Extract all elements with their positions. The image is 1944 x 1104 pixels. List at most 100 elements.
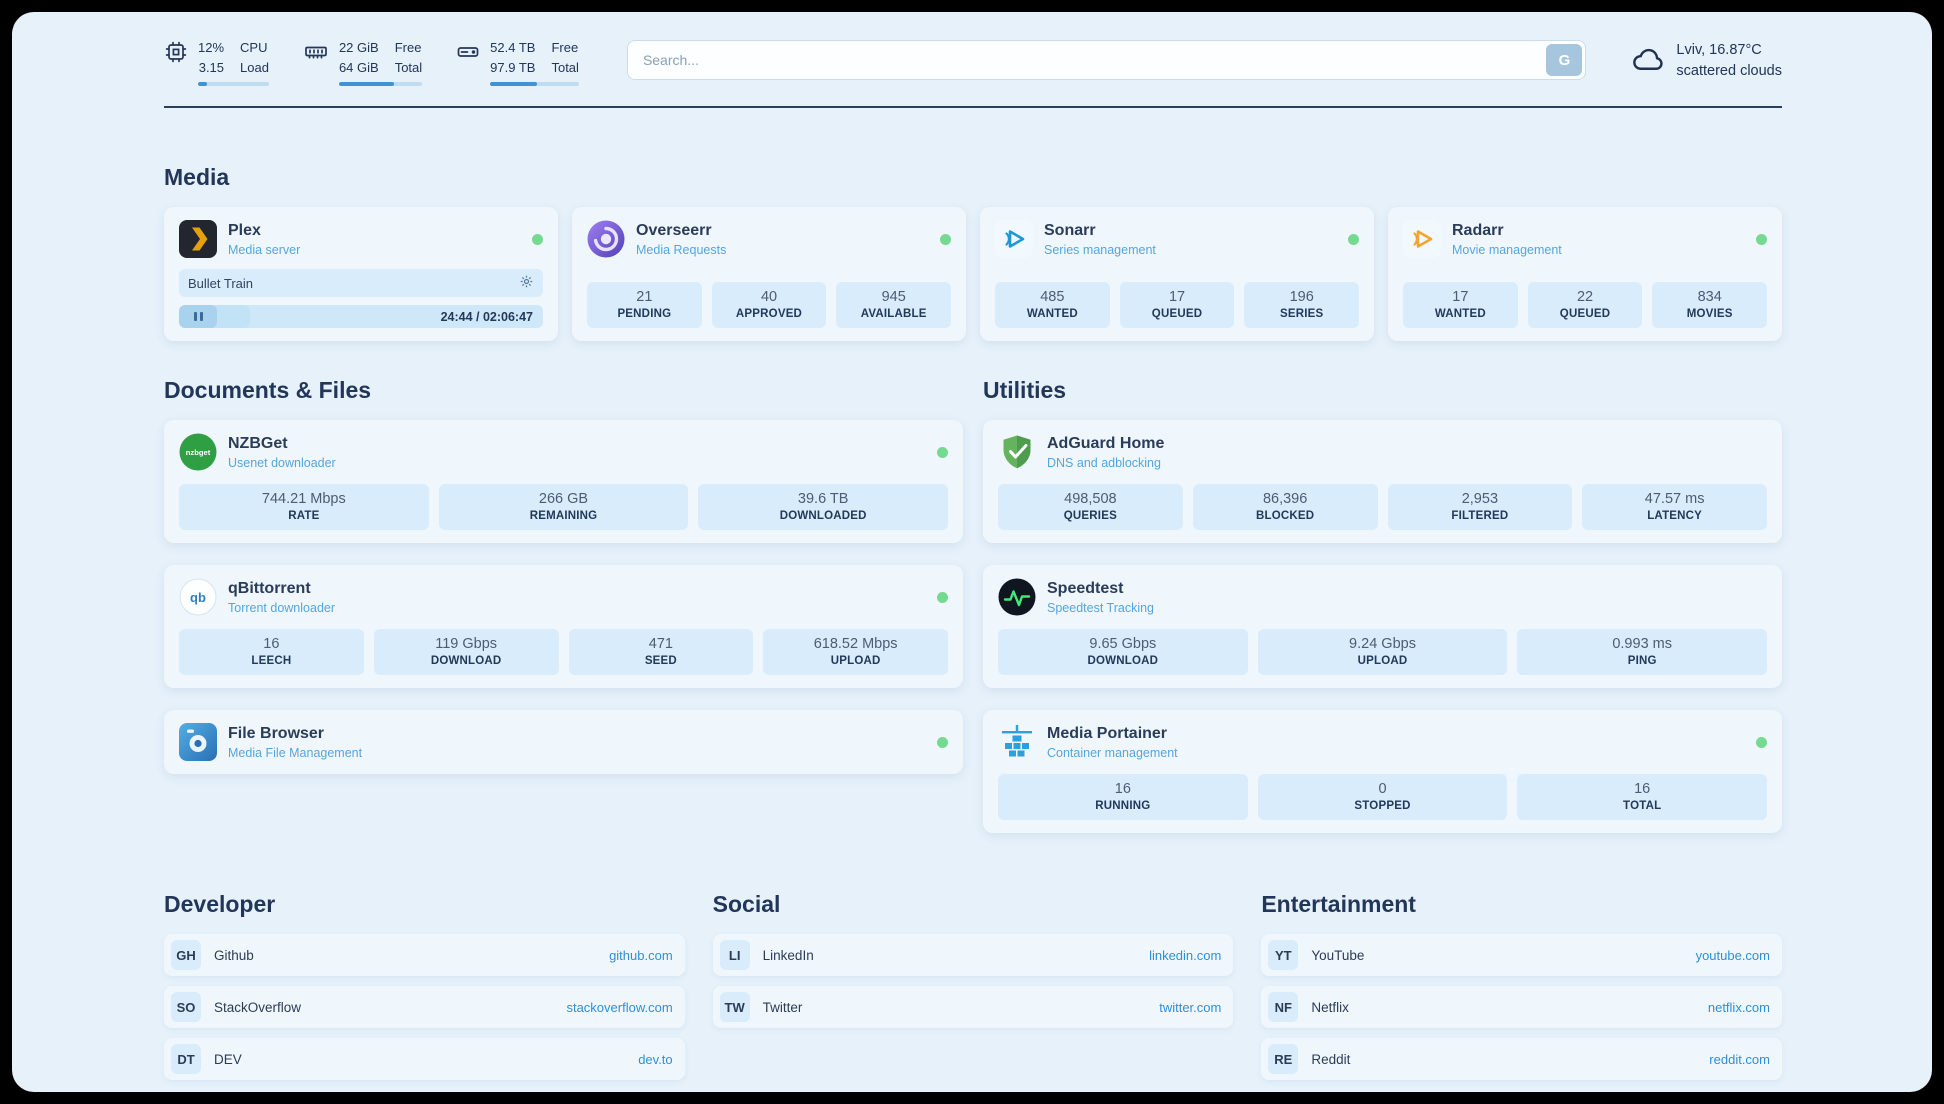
stat-value: 9.24 Gbps	[1349, 636, 1416, 652]
qbittorrent-card[interactable]: qb qBittorrent Torrent downloader 16 LEEC…	[164, 565, 963, 688]
app-subtitle: Media server	[228, 242, 301, 257]
app-name: NZBGet	[228, 434, 288, 452]
netflix-icon: NF	[1268, 992, 1299, 1022]
search-engine-button[interactable]: G	[1546, 44, 1583, 76]
svg-text:qb: qb	[190, 590, 206, 605]
stat-box: 16 RUNNING	[998, 774, 1248, 820]
bookmark-dev[interactable]: DT DEV dev.to	[164, 1038, 685, 1080]
app-subtitle: Torrent downloader	[228, 600, 336, 615]
bookmark-url[interactable]: stackoverflow.com	[566, 999, 673, 1015]
app-name: Speedtest	[1047, 579, 1124, 597]
app-name: Sonarr	[1044, 221, 1096, 239]
bookmark-twitter[interactable]: TW Twitter twitter.com	[712, 986, 1234, 1028]
stat-box: 119 Gbps DOWNLOAD	[373, 629, 559, 675]
app-subtitle: Movie management	[1452, 242, 1562, 257]
bookmark-url[interactable]: linkedin.com	[1149, 947, 1222, 963]
bookmark-name: DEV	[214, 1051, 242, 1067]
stat-label: DOWNLOADED	[779, 510, 867, 522]
cpu-widget: 12% 3.15 CPU Load	[164, 38, 269, 86]
plex-icon	[179, 220, 217, 258]
stat-label: UPLOAD	[830, 655, 881, 667]
plex-card[interactable]: Plex Media server Bullet Train	[164, 207, 558, 341]
stats-row: 485 WANTED 17 QUEUED 196 SERIES	[995, 282, 1360, 328]
bookmark-reddit[interactable]: RE Reddit reddit.com	[1261, 1038, 1782, 1080]
speedtest-icon	[998, 578, 1036, 616]
stat-box: 744.21 Mbps RATE	[179, 484, 429, 530]
ram-free-value: 22 GiB	[338, 40, 379, 55]
stat-label: AVAILABLE	[860, 308, 927, 320]
adguard-card[interactable]: AdGuard Home DNS and adblocking 498,508 Q…	[983, 420, 1782, 543]
twitter-icon: TW	[719, 992, 750, 1022]
bookmark-github[interactable]: GH Github github.com	[164, 934, 685, 976]
filebrowser-card[interactable]: File Browser Media File Management	[164, 710, 963, 774]
disk-progress-bar	[490, 82, 579, 86]
stat-box: 9.65 Gbps DOWNLOAD	[998, 629, 1248, 675]
stat-box: 618.52 Mbps UPLOAD	[763, 629, 948, 675]
stat-value: 39.6 TB	[797, 491, 849, 507]
radarr-icon	[1403, 220, 1441, 258]
bookmark-name: Netflix	[1311, 999, 1349, 1015]
bookmark-url[interactable]: youtube.com	[1695, 947, 1770, 963]
stat-value: 22	[1576, 289, 1594, 305]
app-subtitle: Media Requests	[636, 242, 727, 257]
bookmark-url[interactable]: github.com	[609, 947, 673, 963]
bookmark-url[interactable]: dev.to	[638, 1051, 673, 1067]
stat-box: 266 GB REMAINING	[438, 484, 689, 530]
portainer-card[interactable]: Media Portainer Container management 16 R…	[983, 710, 1782, 833]
disk-total-label: Total	[551, 59, 579, 75]
app-name: Overseerr	[636, 221, 712, 239]
bookmark-name: Github	[214, 947, 254, 963]
overseerr-card[interactable]: Overseerr Media Requests 21 PENDING 40 APP…	[572, 207, 966, 341]
radarr-card[interactable]: Radarr Movie management 17 WANTED 22 QUEUE…	[1388, 207, 1782, 341]
playback-time: 24:44 / 02:06:47	[440, 309, 533, 324]
speedtest-card[interactable]: Speedtest Speedtest Tracking 9.65 Gbps DO…	[983, 565, 1782, 688]
pause-button[interactable]	[179, 305, 217, 328]
bookmark-youtube[interactable]: YT YouTube youtube.com	[1261, 934, 1782, 976]
stat-value: 17	[1168, 289, 1186, 305]
stat-box: 86,396 BLOCKED	[1192, 484, 1378, 530]
weather-condition: scattered clouds	[1676, 63, 1782, 80]
status-dot-online	[937, 446, 948, 458]
ram-widget: 22 GiB 64 GiB Free Total	[303, 38, 423, 86]
section-title-social: Social	[712, 891, 781, 917]
section-social: Social LI LinkedIn linkedin.com TW Twitt…	[712, 891, 1234, 1080]
stat-label: PING	[1627, 655, 1657, 667]
bookmark-netflix[interactable]: NF Netflix netflix.com	[1261, 986, 1782, 1028]
stat-box: 47.57 ms LATENCY	[1582, 484, 1767, 530]
search-input[interactable]	[630, 52, 1547, 68]
ram-total-value: 64 GiB	[338, 59, 379, 75]
cpu-load-label: Load	[240, 59, 269, 75]
stat-value: 0	[1378, 781, 1387, 797]
cpu-percent: 12%	[198, 40, 225, 55]
stat-value: 196	[1289, 289, 1314, 305]
stat-box: 21 PENDING	[587, 282, 702, 328]
disk-total-value: 97.9 TB	[490, 59, 536, 75]
stat-box: 0 STOPPED	[1257, 774, 1508, 820]
playback-progress-bar[interactable]: 24:44 / 02:06:47	[179, 305, 543, 328]
section-media: Media Plex Media server	[164, 164, 1782, 341]
stat-value: 9.65 Gbps	[1089, 636, 1157, 652]
section-title-media: Media	[164, 164, 230, 190]
portainer-icon	[998, 723, 1036, 761]
status-dot-online	[937, 736, 948, 748]
app-name: qBittorrent	[228, 579, 311, 597]
bookmark-name: StackOverflow	[214, 999, 302, 1015]
gear-icon[interactable]	[519, 274, 534, 292]
bookmark-stackoverflow[interactable]: SO StackOverflow stackoverflow.com	[164, 986, 685, 1028]
stat-label: LEECH	[251, 655, 292, 667]
bookmark-url[interactable]: twitter.com	[1159, 999, 1222, 1015]
bookmark-url[interactable]: netflix.com	[1707, 999, 1770, 1015]
stat-value: 86,396	[1262, 491, 1308, 507]
stat-label: UPLOAD	[1357, 655, 1408, 667]
stats-row: 16 RUNNING 0 STOPPED 16 TOTAL	[998, 774, 1768, 820]
bookmark-linkedin[interactable]: LI LinkedIn linkedin.com	[712, 934, 1234, 976]
linkedin-icon: LI	[719, 940, 750, 970]
stat-label: RUNNING	[1095, 800, 1151, 812]
stat-box: 17 QUEUED	[1119, 282, 1235, 328]
sonarr-card[interactable]: Sonarr Series management 485 WANTED 17 QUE…	[980, 207, 1374, 341]
cpu-icon	[164, 40, 188, 69]
nzbget-card[interactable]: nzbget NZBGet Usenet downloader 744.21 M…	[164, 420, 963, 543]
stat-box: 485 WANTED	[995, 282, 1110, 328]
filebrowser-icon	[179, 723, 217, 761]
bookmark-url[interactable]: reddit.com	[1709, 1051, 1770, 1067]
